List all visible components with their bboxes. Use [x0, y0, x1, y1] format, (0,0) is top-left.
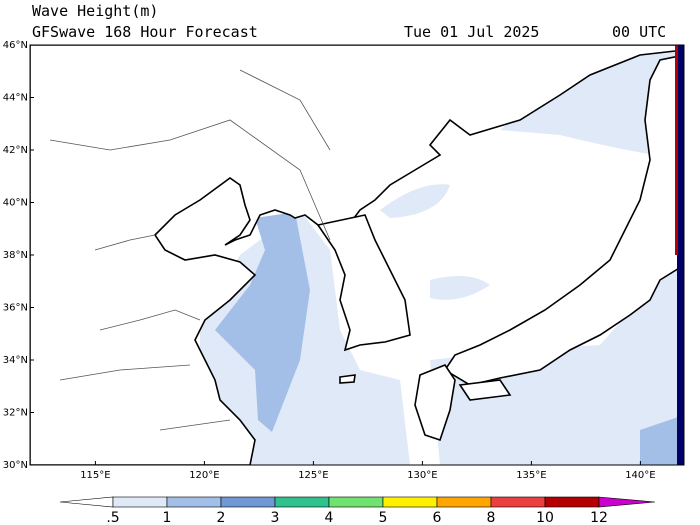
lat-label: 38°N: [3, 250, 28, 261]
colorbar-label: 4: [325, 510, 334, 525]
edge-strip: [675, 45, 678, 255]
date: Tue 01 Jul 2025: [404, 23, 539, 41]
colorbar-label: 8: [487, 510, 496, 525]
kyushu: [414, 364, 456, 442]
lat-label: 40°N: [3, 198, 28, 209]
lat-label: 32°N: [3, 408, 28, 419]
colorbar-box: [544, 496, 600, 508]
lat-label: 42°N: [3, 145, 28, 156]
lat-label: 46°N: [3, 40, 28, 51]
lon-label: 125°E: [298, 470, 328, 481]
colorbar-label: 1: [163, 510, 172, 525]
colorbar-box: [328, 496, 384, 508]
colorbar-label: 6: [433, 510, 442, 525]
japan-main: [443, 54, 684, 386]
wave-medium: [640, 415, 684, 465]
lon-label: 140°E: [625, 470, 655, 481]
lon-label: 130°E: [407, 470, 437, 481]
colorbar: .5 1 2 3 4 5 6 8 10 12: [59, 496, 656, 525]
colorbar-label: 10: [536, 510, 554, 525]
lon-label: 120°E: [189, 470, 219, 481]
wave-light: [430, 276, 490, 300]
colorbar-box: [166, 496, 222, 508]
colorbar-label: 5: [379, 510, 388, 525]
lat-label: 36°N: [3, 303, 28, 314]
colorbar-box: [382, 496, 438, 508]
colorbar-arrow-high: [598, 496, 656, 508]
lat-label: 34°N: [3, 355, 28, 366]
colorbar-box: [220, 496, 276, 508]
time: 00 UTC: [612, 23, 666, 41]
korea: [316, 214, 411, 352]
mainland: [30, 45, 684, 465]
title: Wave Height(m): [32, 2, 158, 20]
wave-medium: [215, 212, 310, 432]
wave-light: [500, 50, 684, 160]
lon-label: 135°E: [516, 470, 546, 481]
jeju: [339, 374, 356, 384]
map: [29, 44, 685, 466]
colorbar-label: .5: [106, 510, 119, 525]
colorbar-label: 12: [590, 510, 608, 525]
edge-strip: [677, 45, 684, 465]
subtitle: GFSwave 168 Hour Forecast: [32, 23, 258, 41]
lat-label: 44°N: [3, 93, 28, 104]
colorbar-label: 2: [217, 510, 226, 525]
wave-light: [380, 184, 450, 218]
wave-light: [430, 260, 684, 465]
colorbar-arrow-low: [59, 496, 114, 508]
shikoku: [458, 379, 512, 401]
colorbar-box: [112, 496, 168, 508]
colorbar-box: [490, 496, 546, 508]
colorbar-box: [436, 496, 492, 508]
lon-label: 115°E: [80, 470, 110, 481]
lat-label: 30°N: [3, 460, 28, 471]
colorbar-box: [274, 496, 330, 508]
province-borders: [49, 69, 331, 431]
colorbar-label: 3: [271, 510, 280, 525]
